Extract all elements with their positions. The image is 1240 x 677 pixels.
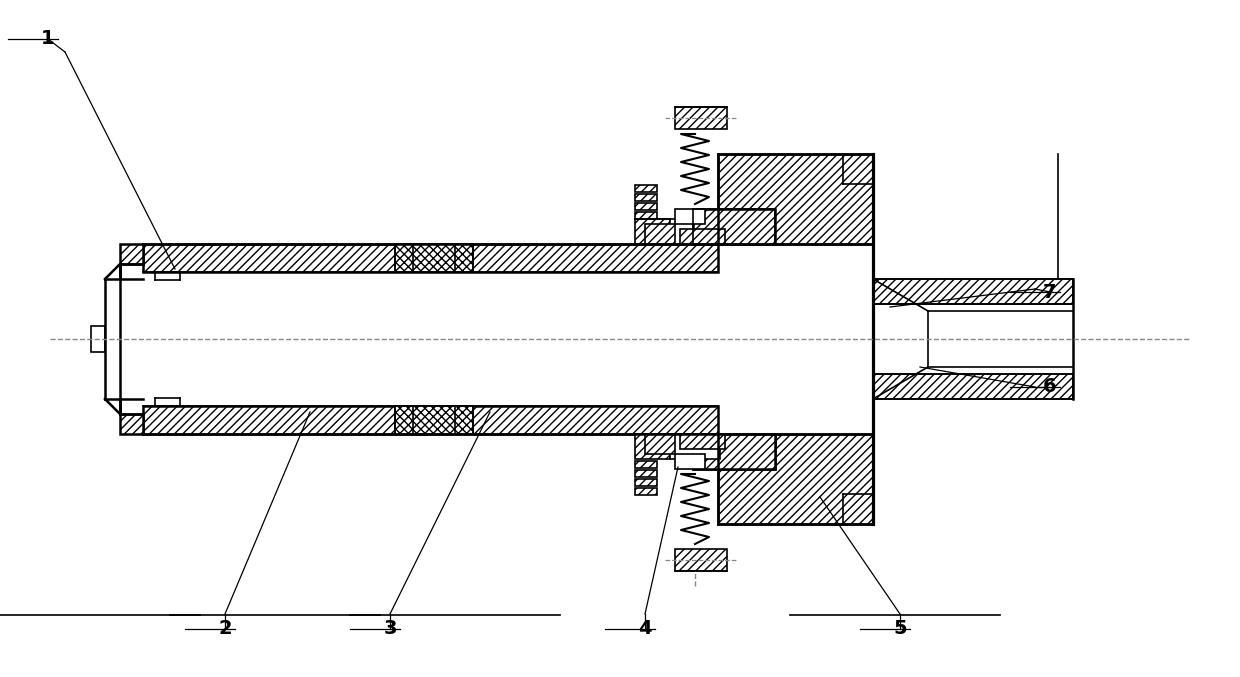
Bar [670,434,720,459]
Bar [693,434,775,469]
Bar [396,406,472,434]
Bar [873,279,1073,304]
Bar [635,434,670,459]
Polygon shape [120,399,143,434]
Polygon shape [143,406,718,434]
Bar [635,185,657,192]
Bar [635,479,657,486]
Polygon shape [120,244,143,279]
Bar [635,470,657,477]
Bar [635,461,657,468]
Bar [635,488,657,495]
Bar [635,203,657,210]
Bar [645,434,675,454]
Bar [635,194,657,201]
Bar [693,434,775,469]
Text: 4: 4 [639,619,652,638]
Text: 2: 2 [218,619,232,638]
Text: 3: 3 [383,619,397,638]
Bar [635,212,657,219]
Bar [91,326,105,352]
Polygon shape [718,154,873,244]
Bar [635,219,670,244]
Bar [675,454,706,469]
Text: 5: 5 [893,619,906,638]
Bar [680,229,725,244]
Polygon shape [143,244,718,272]
Bar [873,374,1073,399]
Text: 7: 7 [1043,282,1056,301]
Bar [675,107,727,129]
Bar [645,224,675,244]
Bar [693,209,775,244]
Bar [675,549,727,571]
Polygon shape [718,434,873,524]
Bar [675,209,706,224]
Text: 1: 1 [41,30,55,49]
Bar [670,219,720,244]
Bar [680,434,725,449]
Text: 6: 6 [1043,378,1056,397]
Bar [396,244,472,272]
